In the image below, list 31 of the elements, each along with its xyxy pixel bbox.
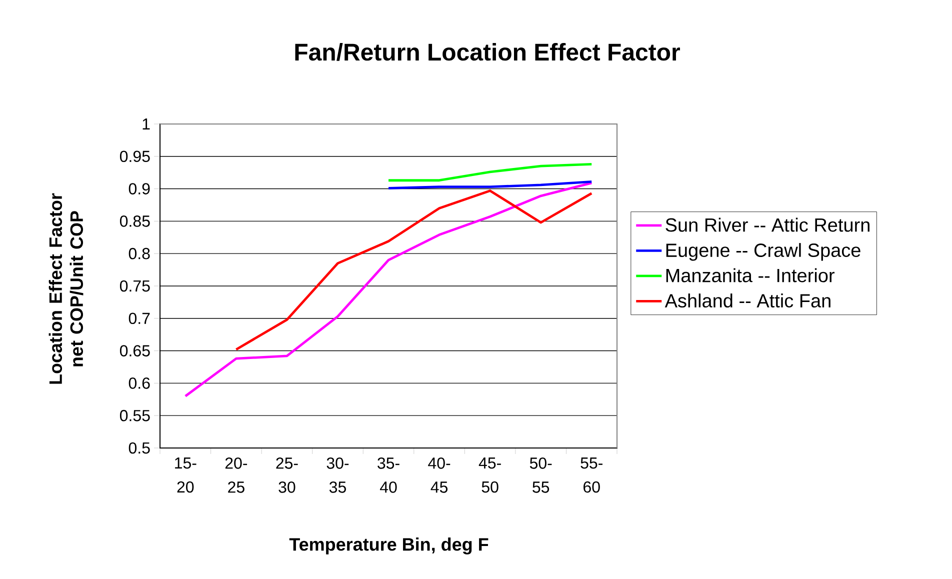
x-tick-label: 35-40 [378,458,400,493]
x-tick-label: 40-45 [428,458,450,493]
y-tick-label: 0.55 [120,410,150,422]
y-tick-label: 0.85 [120,216,150,227]
x-tick-label: 55-60 [580,458,602,493]
y-axis-title: Location Effect Factor net COP/Unit COP [48,193,84,384]
legend-label: Sun River -- Attic Return [666,218,870,232]
y-tick-label: 0.7 [128,312,150,324]
legend-label: Manzanita -- Interior [666,268,834,282]
line-series [184,182,593,398]
y-tick-label: 0.6 [128,378,150,389]
y-tick-label: 0.8 [128,248,150,260]
y-tick-label: 0.9 [128,183,150,194]
y-tick-label: 0.5 [128,442,150,454]
x-tick-label: 25-30 [276,458,298,493]
legend-label: Ashland -- Attic Fan [664,294,830,308]
x-tick-label: 15-20 [175,458,196,493]
y-tick-label: 1 [142,118,150,130]
y-tick-label: 0.65 [120,345,150,356]
x-tick-label: 45-50 [478,458,501,493]
line-series [387,162,593,182]
chart-title: Fan/Return Location Effect Factor [295,43,680,61]
x-tick-label: 20-25 [225,458,248,493]
y-tick-label: 0.95 [120,150,150,162]
x-tick-label: 30-35 [326,458,349,493]
line-series [387,180,593,190]
x-tick-label: 50-55 [530,458,552,493]
y-tick-label: 0.75 [120,280,150,292]
x-axis-title: Temperature Bin, deg F [289,538,488,554]
line-series [234,190,593,351]
legend-label: Eugene -- Crawl Space [666,243,860,261]
